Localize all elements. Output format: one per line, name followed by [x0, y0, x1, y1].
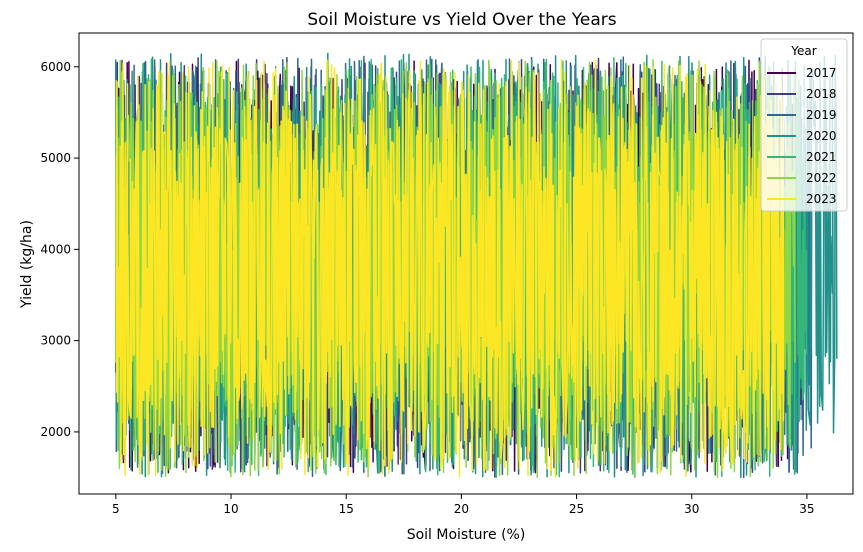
- x-axis: 5 10 15 20 25 30 35: [112, 494, 815, 516]
- legend-box: [760, 38, 848, 212]
- legend: Year 2017 2018 2019 2020 2021 2022 2023: [760, 38, 848, 212]
- x-tick-label: 10: [223, 502, 238, 516]
- y-axis-label: Yield (kg/ha): [19, 220, 35, 309]
- y-tick-label: 6000: [40, 60, 71, 74]
- x-tick-label: 5: [112, 502, 120, 516]
- legend-label-2019: 2019: [806, 108, 837, 122]
- series-line-2023: [115, 59, 785, 479]
- x-tick-label: 30: [684, 502, 699, 516]
- legend-entries: 2017 2018 2019 2020 2021 2022 2023: [767, 66, 837, 206]
- chart-title: Soil Moisture vs Yield Over the Years: [307, 10, 616, 30]
- y-axis: 2000 3000 4000 5000 6000: [40, 60, 79, 439]
- y-tick-label: 2000: [40, 425, 71, 439]
- x-tick-label: 35: [799, 502, 814, 516]
- x-axis-label: Soil Moisture (%): [407, 527, 526, 543]
- x-tick-label: 15: [339, 502, 354, 516]
- legend-label-2018: 2018: [806, 87, 837, 101]
- y-tick-label: 3000: [40, 334, 71, 348]
- legend-label-2023: 2023: [806, 192, 837, 206]
- y-tick-label: 4000: [40, 242, 71, 256]
- y-tick-label: 5000: [40, 151, 71, 165]
- legend-label-2021: 2021: [806, 150, 837, 164]
- legend-label-2020: 2020: [806, 129, 837, 143]
- legend-title: Year: [790, 44, 816, 58]
- legend-label-2022: 2022: [806, 171, 837, 185]
- x-tick-label: 25: [569, 502, 584, 516]
- plot-area: [78, 32, 854, 495]
- x-tick-label: 20: [454, 502, 469, 516]
- legend-label-2017: 2017: [806, 66, 837, 80]
- series-layer: [114, 52, 838, 479]
